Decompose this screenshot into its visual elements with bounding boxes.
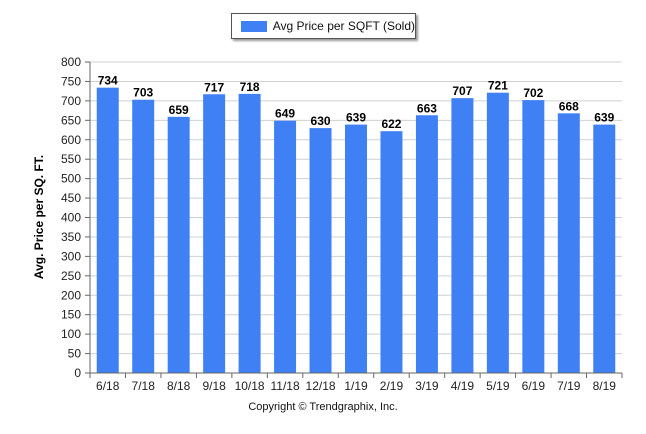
y-tick-label: 300 bbox=[61, 249, 81, 263]
legend: Avg Price per SQFT (Sold) bbox=[231, 13, 416, 39]
y-tick-label: 350 bbox=[61, 230, 81, 244]
bar bbox=[203, 94, 226, 374]
legend-label: Avg Price per SQFT (Sold) bbox=[272, 19, 415, 33]
x-tick-label: 4/19 bbox=[451, 379, 475, 393]
y-tick-label: 0 bbox=[74, 366, 81, 380]
y-tick-label: 600 bbox=[61, 133, 81, 147]
bar bbox=[415, 115, 438, 373]
x-tick-label: 10/18 bbox=[235, 379, 265, 393]
copyright-text: Copyright © Trendgraphix, Inc. bbox=[248, 401, 398, 413]
bar bbox=[238, 93, 261, 373]
y-tick-label: 400 bbox=[61, 211, 81, 225]
bar bbox=[96, 87, 119, 373]
y-tick-label: 750 bbox=[61, 74, 81, 88]
x-tick-label: 9/18 bbox=[202, 379, 226, 393]
y-tick-label: 700 bbox=[61, 94, 81, 108]
bar bbox=[274, 120, 297, 373]
bar-value-label: 630 bbox=[311, 114, 331, 128]
x-tick-label: 11/18 bbox=[270, 379, 299, 393]
bar-value-label: 639 bbox=[346, 111, 366, 125]
y-tick-label: 800 bbox=[61, 55, 81, 69]
bar-value-label: 718 bbox=[240, 80, 260, 94]
y-tick-label: 250 bbox=[61, 269, 81, 283]
bar bbox=[380, 131, 403, 373]
x-tick-label: 7/19 bbox=[557, 379, 581, 393]
bar-value-label: 702 bbox=[523, 86, 543, 100]
x-tick-label: 7/18 bbox=[132, 379, 156, 393]
bar-value-label: 707 bbox=[452, 84, 472, 98]
bar-value-label: 668 bbox=[559, 99, 579, 113]
bar bbox=[522, 100, 545, 373]
legend-swatch bbox=[241, 20, 267, 32]
x-tick-label: 3/19 bbox=[415, 379, 439, 393]
bar-value-label: 734 bbox=[98, 74, 118, 88]
bar-value-label: 717 bbox=[204, 80, 224, 94]
y-tick-label: 650 bbox=[61, 113, 81, 127]
x-tick-label: 8/19 bbox=[593, 379, 617, 393]
bar bbox=[451, 98, 474, 373]
bar-value-label: 663 bbox=[417, 101, 437, 115]
bar bbox=[132, 99, 155, 374]
y-tick-label: 150 bbox=[61, 308, 81, 322]
y-tick-label: 450 bbox=[61, 191, 81, 205]
data-labels: 734 703 659 717 718 649 630 639 622 663 707 721 702 6… bbox=[98, 74, 615, 132]
y-tick-label: 500 bbox=[61, 172, 81, 186]
bar bbox=[345, 124, 367, 374]
axes: 0 50 100 150 200 250 300 350 400 450 500 550 600 650 7… bbox=[61, 55, 623, 393]
x-tick-label: 6/18 bbox=[96, 379, 120, 393]
y-tick-label: 550 bbox=[61, 152, 81, 166]
bar bbox=[557, 113, 580, 373]
y-axis-title: Avg. Price per SQ. FT. bbox=[32, 155, 46, 279]
bar bbox=[593, 124, 616, 374]
bar-value-label: 703 bbox=[133, 86, 153, 100]
bar-value-label: 639 bbox=[594, 111, 614, 125]
x-tick-label: 8/18 bbox=[167, 379, 191, 393]
x-tick-label: 5/19 bbox=[486, 379, 510, 393]
y-tick-label: 200 bbox=[61, 288, 81, 302]
bar-value-label: 721 bbox=[488, 79, 508, 93]
x-tick-label: 6/19 bbox=[522, 379, 546, 393]
x-tick-label: 1/19 bbox=[344, 379, 368, 393]
bars bbox=[96, 87, 616, 374]
bar-value-label: 649 bbox=[275, 107, 295, 121]
x-tick-label: 12/18 bbox=[306, 379, 336, 393]
y-tick-label: 50 bbox=[68, 347, 82, 361]
bar-value-label: 659 bbox=[169, 103, 189, 117]
bar bbox=[309, 128, 332, 373]
bar bbox=[167, 116, 190, 373]
x-tick-label: 2/19 bbox=[380, 379, 404, 393]
y-tick-label: 100 bbox=[61, 327, 81, 341]
bar-value-label: 622 bbox=[381, 117, 401, 131]
bar bbox=[486, 92, 509, 374]
